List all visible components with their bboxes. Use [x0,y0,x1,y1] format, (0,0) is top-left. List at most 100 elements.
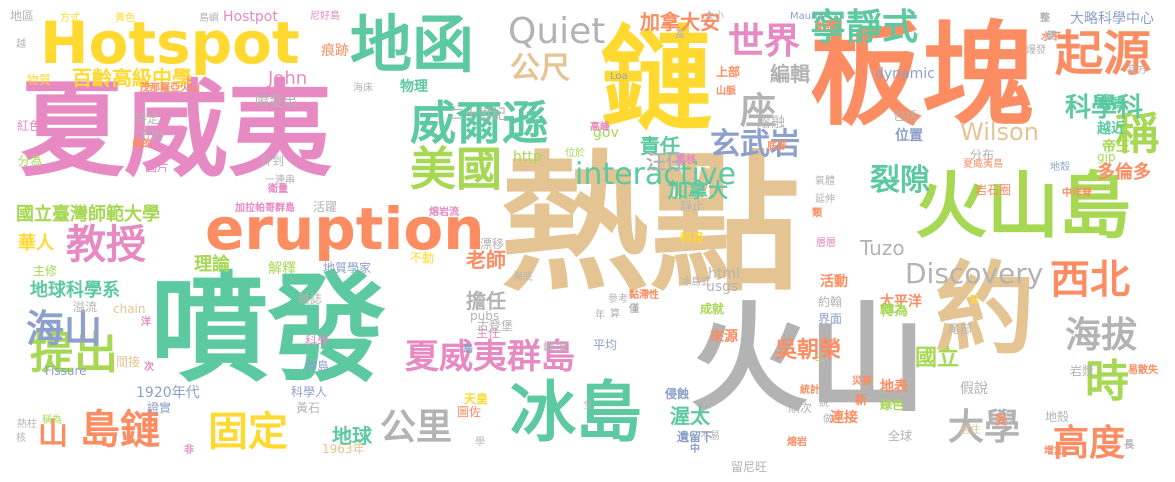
word-cloud-term: Wilson [960,118,1039,146]
word-cloud-term: John [268,68,308,89]
word-cloud-term: 界面 [818,312,843,326]
word-cloud-term: 一連串 [265,175,295,186]
word-cloud-term: 分為 [18,154,43,168]
word-cloud-term: 地球科學系 [30,280,120,301]
word-cloud-term: 中洋脊 [1062,188,1092,199]
word-cloud-term: 不動 [410,251,435,265]
word-cloud-term: 岩漿 [1070,364,1095,378]
word-cloud-term: 冰島式 [681,277,711,288]
word-cloud-term: 算 [610,309,620,320]
word-cloud-term: 二十世紀 [450,107,506,123]
word-cloud-term: 天皇 [464,392,489,406]
word-cloud-term: 美國 [410,142,502,196]
word-cloud-term: 教授 [66,222,146,268]
word-cloud-term: 島 [463,344,473,355]
word-cloud-term: 中 [690,444,700,455]
word-cloud-term: 高度 [1053,423,1126,464]
word-cloud-term: 熔岩流 [429,207,459,218]
word-cloud-term: 位於 [565,148,585,159]
word-cloud-term: 責任 [640,134,680,158]
word-cloud-term: 不易 [700,431,720,442]
word-cloud-term: Mauna [790,11,824,22]
word-cloud-term: 大小 [704,11,724,22]
word-cloud-term: 約翰 [818,295,843,309]
word-cloud-term: 熔岩 [787,437,807,448]
word-cloud-term: 提出 [30,328,118,379]
word-cloud-term: 全 [583,400,593,411]
word-cloud-term: 間接 [116,355,141,369]
word-cloud-term: Tuzo [860,236,905,260]
word-cloud-term: 渥太 [670,404,710,428]
word-cloud-term: 靜止 [680,199,705,213]
word-cloud-term: 百齡高級中學 [72,66,192,90]
word-cloud-term: 起源 [1055,26,1152,82]
word-cloud-term: 地殼 [1050,162,1070,173]
word-cloud-term: 帝王 [1102,139,1130,155]
word-cloud-term: 雜誌 [298,292,323,306]
word-cloud-term: 海山 [26,307,103,351]
word-cloud-term: 科目 [680,231,705,245]
word-cloud-term: 1963年 [322,442,365,456]
word-cloud-term: 科學科 [1065,93,1144,123]
word-cloud-term: Hotspot [40,9,300,77]
word-cloud-term: 大略科學中心 [1070,11,1154,27]
word-cloud-term: 黃石 [296,401,321,415]
word-cloud-term: 稱 [1107,110,1158,154]
word-cloud-term: 夏威夷島 [963,159,1003,170]
word-cloud-term: 來源 [710,329,738,345]
word-cloud-term: 海床 [353,83,373,94]
word-cloud-term: 上部 [716,65,741,79]
word-cloud-term: 參考 [608,294,628,305]
word-cloud-term: 災害 [852,376,872,387]
word-cloud-term: 解釋 [268,261,296,277]
word-cloud-term: 約 [935,251,1035,368]
word-cloud-term: 水平 [1041,32,1061,43]
word-cloud-term: 加拿大 [668,178,728,202]
word-cloud-term: gov [593,125,619,141]
word-cloud-term: 轉為 [880,303,908,319]
word-cloud-term: 裂隙 [870,163,930,198]
word-cloud-term: 連接 [830,410,858,426]
word-cloud-term: 層層 [816,238,836,249]
word-cloud-term: 黃色 [115,13,135,24]
word-cloud-term: 國立 [915,346,960,371]
word-cloud-term: 科學人 [291,385,328,399]
word-cloud-term: 地質 [1097,97,1125,113]
word-cloud-term: 僅 [629,304,639,315]
word-cloud-term: 公里 [380,407,453,448]
word-cloud-term: 整 [1040,13,1050,24]
word-cloud-term: 1920年代 [136,385,200,401]
word-cloud-term: 核 [16,433,26,444]
word-cloud-term: 主任 [476,326,501,340]
word-cloud-term: 綠色 [880,398,905,412]
word-cloud-term: 大學 [948,407,1021,448]
word-cloud-term: 國立臺灣師範大學 [16,204,160,225]
word-cloud-term: 溢流 [73,300,98,314]
word-cloud-term: 島嶼 [199,13,219,24]
word-cloud-term: 主修 [33,264,58,278]
word-cloud-term: 老師 [466,248,506,272]
word-cloud-term: 受 [995,413,1008,427]
word-cloud-term: 物理 [400,79,428,95]
word-cloud-term: 遺留下 [677,430,714,444]
word-cloud-term: 多倫多 [1097,162,1151,183]
word-cloud-term: Loa [610,71,628,82]
word-cloud-term: 官方 [1127,65,1147,76]
word-cloud-term: 爆發 [1026,45,1046,56]
word-cloud-term: 全球 [888,429,913,443]
word-cloud-term: 做 [823,414,833,425]
word-cloud-term: 次 [144,362,154,373]
word-cloud-term: 平均 [593,338,618,352]
word-cloud-term: 交界 [815,22,835,33]
word-cloud-term: 位置 [895,128,923,144]
word-cloud-term: 漂移 [480,237,505,251]
word-cloud-term: 長 [1124,440,1134,451]
word-cloud-term: 海拔 [1065,315,1138,356]
word-cloud-term: 五 [969,295,979,306]
word-cloud-term: 留尼旺 [731,460,768,474]
word-cloud-term: 寧靜式 [810,7,919,48]
word-cloud-term: 證實 [147,401,172,415]
word-cloud-term: 地區 [10,9,35,23]
word-cloud-term: interactive [575,157,737,192]
